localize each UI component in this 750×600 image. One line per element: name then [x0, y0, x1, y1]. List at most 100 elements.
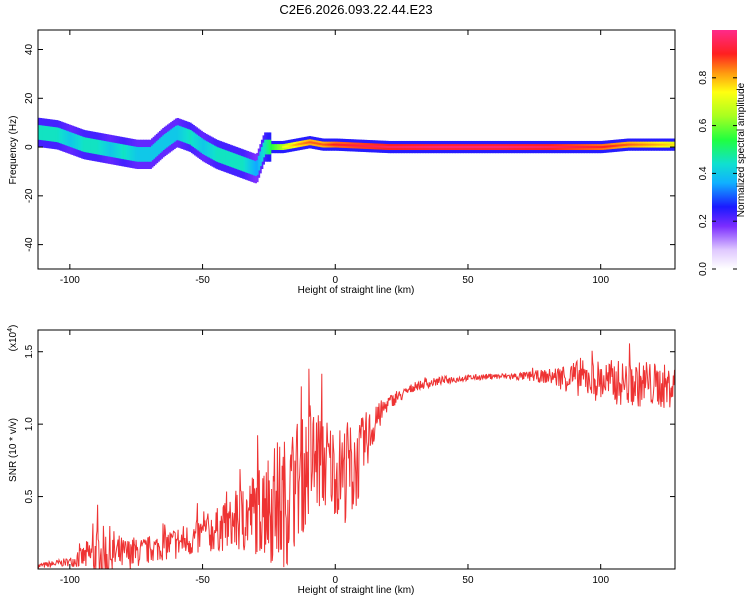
snr-x-tick-label: 0 — [332, 575, 338, 586]
spectrogram-core-cell — [245, 157, 248, 173]
spectrogram-peak-cell — [595, 146, 599, 149]
spectrogram-peak-cell — [406, 146, 409, 149]
spectrogram-peak-cell — [610, 145, 613, 148]
spectrogram-peak-cell — [438, 146, 441, 149]
spectrogram-peak-cell — [361, 144, 365, 147]
spectrogram-core-cell — [198, 137, 202, 152]
spectrogram-peak-cell — [288, 144, 291, 147]
spectrogram-core-cell — [275, 144, 278, 150]
spectrogram-core-cell — [222, 149, 226, 165]
spectrogram-core-cell — [166, 131, 170, 147]
spectrogram-peak-cell — [458, 146, 462, 149]
spectrogram-core-cell — [205, 141, 208, 156]
spectrogram-core-cell — [84, 137, 87, 153]
spectrogram-core-cell — [144, 147, 148, 162]
spectrogram-frame — [37, 29, 676, 270]
spectrogram-peak-cell — [474, 146, 478, 149]
spectrogram-peak-cell — [587, 146, 591, 149]
spectrogram-core-cell — [38, 125, 41, 140]
spectrogram-peak-cell — [409, 146, 412, 149]
spectrogram-core-cell — [157, 139, 160, 155]
spectrogram-peak-cell — [517, 146, 521, 149]
spectrogram-peak-cell — [476, 146, 479, 149]
spectrogram-peak-cell — [538, 146, 541, 149]
spectrogram-core-cell — [233, 153, 237, 169]
spectrogram-core-cell — [88, 138, 92, 154]
spectrogram-peak-cell — [498, 146, 502, 149]
spectrogram-peak-cell — [552, 146, 556, 149]
spectrogram-peak-cell — [486, 146, 489, 149]
snr-y-label: SNR (10 * v/v) — [8, 418, 19, 482]
spectrogram-peak-cell — [460, 146, 463, 149]
spectrogram-x-label: Height of straight line (km) — [298, 285, 415, 296]
spectrogram-peak-cell — [615, 144, 618, 147]
snr-y-tick-label: 0.5 — [24, 489, 35, 503]
spectrogram-peak-cell — [560, 146, 564, 149]
spectrogram-peak-cell — [376, 145, 379, 148]
spectrogram-peak-cell — [664, 143, 667, 146]
spectrogram-core-cell — [216, 147, 219, 162]
spectrogram-peak-cell — [455, 146, 459, 149]
spectrogram-peak-cell — [557, 146, 561, 149]
spectrogram-core-cell — [131, 146, 135, 161]
spectrogram-peak-cell — [400, 146, 403, 149]
spectrogram-core-cell — [208, 142, 211, 158]
spectrogram-peak-cell — [616, 144, 620, 147]
spectrogram-peak-cell — [533, 146, 537, 149]
spectrogram-core-cell — [243, 157, 246, 172]
spectrogram-peak-cell — [298, 143, 301, 146]
spectrogram-peak-cell — [658, 143, 661, 146]
spectrogram-peak-cell — [611, 145, 615, 148]
spectrogram-core-cell — [264, 139, 267, 155]
spectrogram-peak-cell — [651, 143, 655, 146]
spectrogram-y-tick-label: 0 — [24, 144, 35, 150]
spectrogram-peak-cell — [401, 146, 405, 149]
spectrogram-y-tick-label: -40 — [24, 237, 35, 252]
spectrogram-peak-cell — [355, 144, 358, 147]
spectrogram-peak-cell — [568, 146, 572, 149]
spectrogram-core-cell — [187, 129, 191, 145]
spectrogram-core-cell — [41, 125, 44, 141]
spectrogram-core-cell — [238, 155, 242, 171]
spectrogram-peak-cell — [511, 146, 514, 149]
spectrogram-core-cell — [272, 144, 275, 150]
spectrogram-peak-cell — [653, 143, 656, 146]
spectrogram-peak-cell — [599, 146, 602, 149]
spectrogram-peak-cell — [450, 146, 454, 149]
spectrogram-peak-cell — [304, 141, 307, 144]
spectrogram-core-cell — [171, 128, 175, 143]
spectrogram-core-cell — [117, 143, 121, 159]
spectrogram-core-cell — [120, 144, 124, 159]
snr-x-tick-label: 50 — [462, 575, 474, 586]
spectrogram-core-cell — [184, 128, 187, 143]
spectrogram-peak-cell — [473, 146, 476, 149]
spectrogram-core-cell — [190, 131, 194, 146]
spectrogram-core-cell — [170, 129, 173, 145]
spectrogram-core-cell — [82, 137, 85, 152]
spectrogram-peak-cell — [503, 146, 506, 149]
spectrogram-peak-cell — [554, 146, 557, 149]
spectrogram-peak-cell — [600, 146, 604, 149]
spectrogram-x-tick-label: -100 — [60, 275, 80, 286]
spectrogram-core-cell — [278, 144, 281, 150]
spectrogram-peak-cell — [670, 143, 674, 146]
spectrogram-core-cell — [127, 145, 130, 161]
snr-y-tick-label: 1.5 — [24, 344, 35, 358]
spectrogram-core-cell — [100, 140, 103, 156]
spectrogram-core-cell — [165, 132, 168, 148]
snr-x-tick-label: -50 — [195, 575, 210, 586]
spectrogram-peak-cell — [296, 143, 299, 146]
spectrogram-peak-cell — [465, 146, 468, 149]
spectrogram-peak-cell — [541, 146, 545, 149]
spectrogram-peak-cell — [549, 146, 553, 149]
spectrogram-peak-cell — [415, 146, 419, 149]
spectrogram-peak-cell — [380, 145, 384, 148]
spectrogram-peak-cell — [654, 143, 658, 146]
colorbar-tick-label: 0.6 — [698, 118, 709, 132]
spectrogram-peak-cell — [291, 144, 295, 147]
spectrogram-core-cell — [246, 158, 250, 174]
spectrogram-peak-cell — [640, 143, 643, 146]
spectrogram-peak-cell — [579, 146, 583, 149]
spectrogram-core-cell — [174, 125, 178, 141]
spectrogram-peak-cell — [366, 145, 369, 148]
